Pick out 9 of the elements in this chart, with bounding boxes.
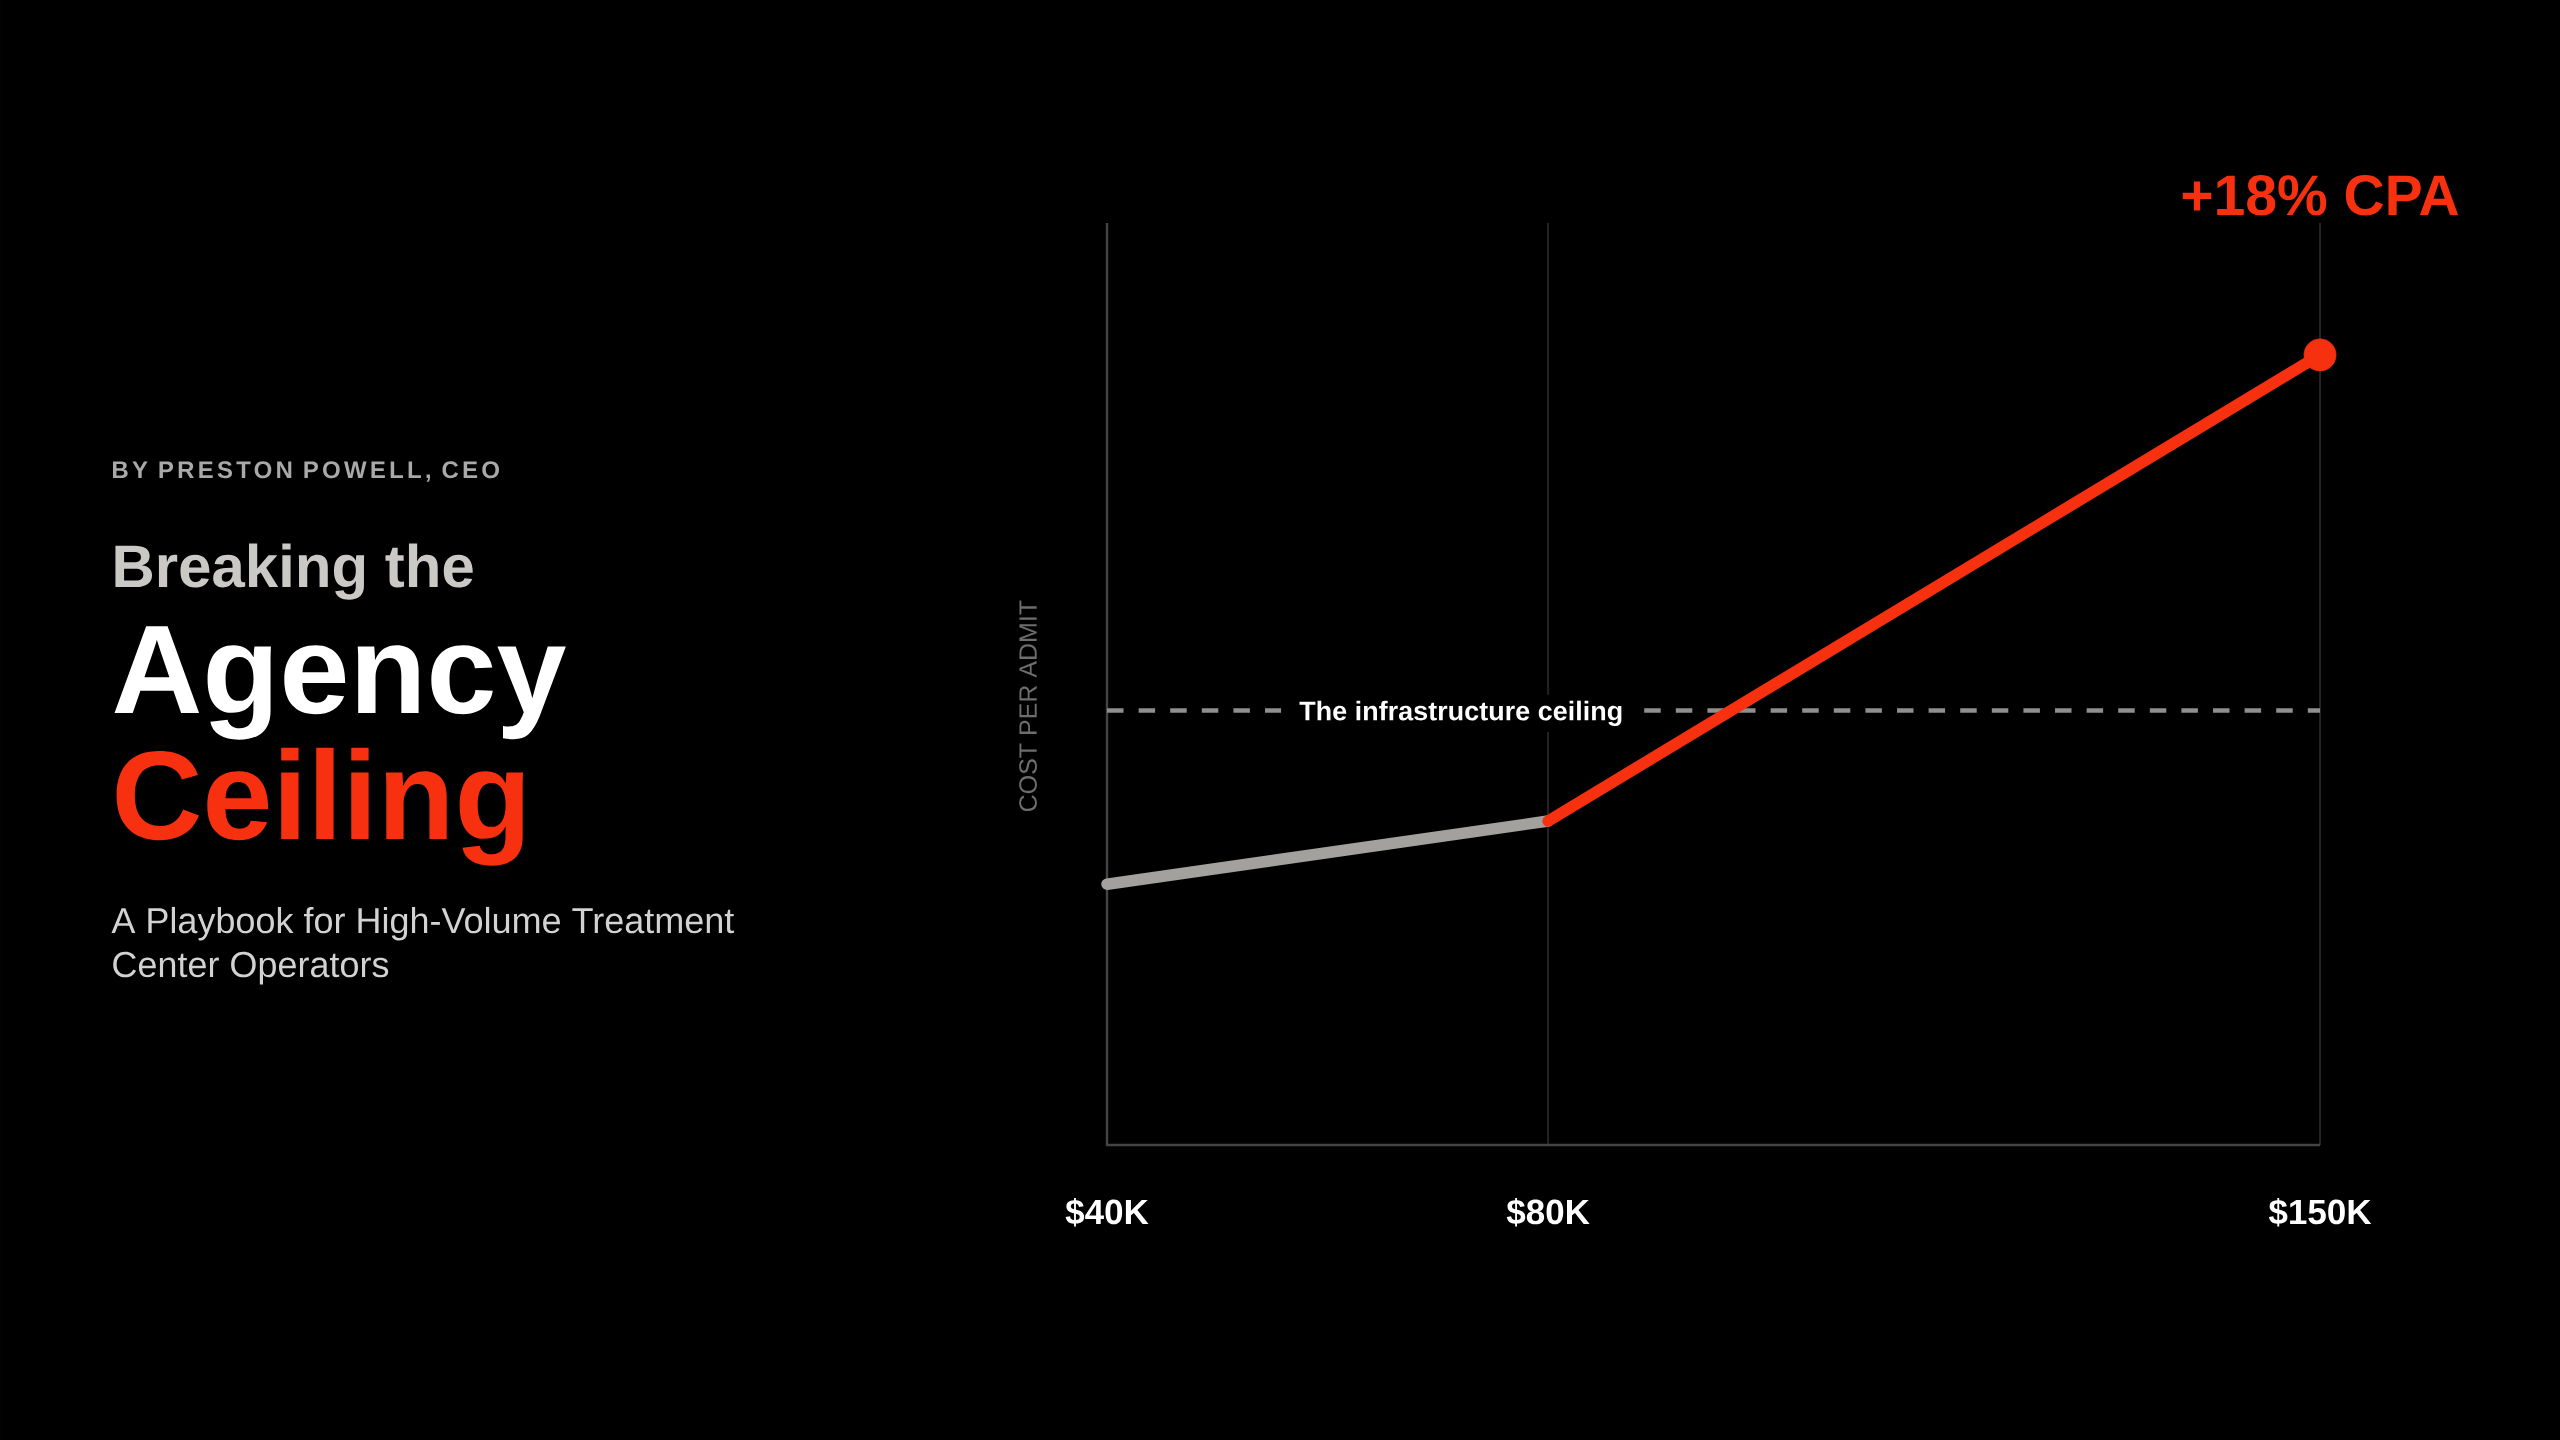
text: A Playbook for High-Volume Treatment Center Operators — [111, 906, 735, 985]
y-axis-title: COST PER ADMIT — [1019, 600, 1037, 812]
annotation: +18% CPA — [2182, 175, 2459, 216]
x-tick-label: $150K — [2268, 1198, 2372, 1227]
x-tick-label: $80K — [1506, 1198, 1590, 1227]
text: Breaking the Agency Ceiling — [114, 543, 566, 866]
ref-line-label: The infrastructure ceiling — [1299, 700, 1622, 726]
x-tick-label: $40K — [1065, 1198, 1149, 1227]
text: BY PRESTON POWELL, CEO — [113, 461, 499, 482]
